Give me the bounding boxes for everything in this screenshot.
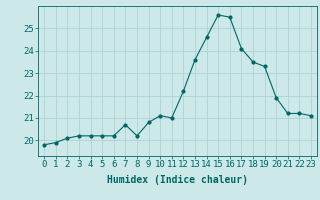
X-axis label: Humidex (Indice chaleur): Humidex (Indice chaleur)	[107, 175, 248, 185]
